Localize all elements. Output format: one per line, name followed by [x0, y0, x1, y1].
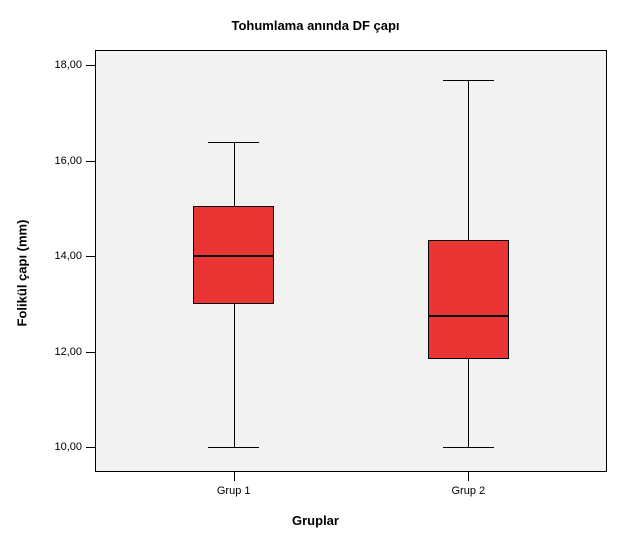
cap-upper — [443, 80, 494, 81]
y-axis-label: Folikül çapı (mm) — [15, 220, 30, 327]
whisker-lower — [234, 304, 235, 447]
y-tick — [86, 256, 96, 257]
box — [428, 240, 510, 359]
y-tick — [86, 161, 96, 162]
y-tick-label: 16,00 — [54, 155, 82, 167]
x-tick — [468, 471, 469, 481]
y-tick — [86, 447, 96, 448]
plot-area: 10,0012,0014,0016,0018,00Grup 1Grup 2 — [95, 50, 607, 472]
y-tick-label: 18,00 — [54, 59, 82, 71]
chart-title: Tohumlama anında DF çapı — [10, 18, 621, 33]
whisker-lower — [468, 359, 469, 447]
y-tick-label: 14,00 — [54, 250, 82, 262]
y-tick — [86, 352, 96, 353]
x-tick — [234, 471, 235, 481]
median-line — [428, 315, 510, 317]
median-line — [193, 255, 275, 257]
y-tick-label: 12,00 — [54, 346, 82, 358]
cap-upper — [208, 142, 259, 143]
x-tick-label: Grup 2 — [451, 485, 485, 497]
y-tick-label: 10,00 — [54, 441, 82, 453]
y-tick — [86, 65, 96, 66]
boxplot-chart: Tohumlama anında DF çapı Folikül çapı (m… — [10, 10, 621, 536]
cap-lower — [208, 447, 259, 448]
whisker-upper — [468, 80, 469, 240]
cap-lower — [443, 447, 494, 448]
x-axis-label: Gruplar — [10, 513, 621, 528]
whisker-upper — [234, 142, 235, 206]
x-tick-label: Grup 1 — [217, 485, 251, 497]
